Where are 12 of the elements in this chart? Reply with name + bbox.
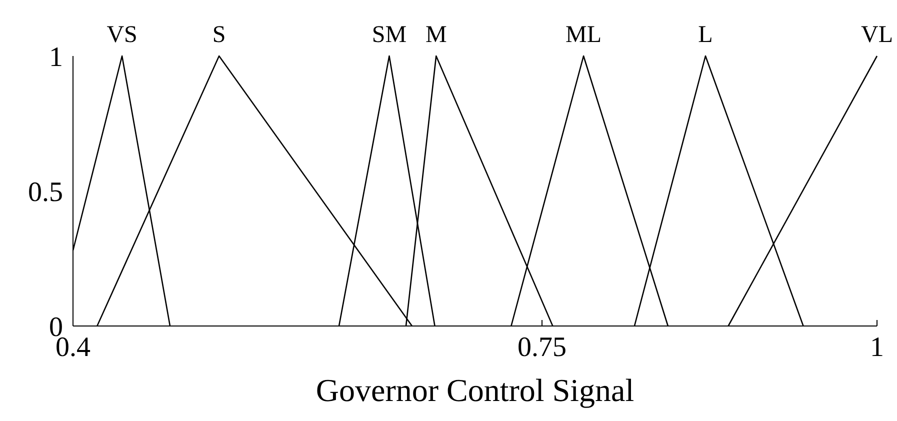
x-axis-title: Governor Control Signal xyxy=(316,372,634,408)
x-tick-label: 1 xyxy=(870,332,884,363)
series-label: M xyxy=(425,22,447,48)
series-label: SM xyxy=(372,22,407,48)
y-tick-label: 0.5 xyxy=(28,176,63,208)
series-label: VL xyxy=(861,22,893,48)
series-label: VS xyxy=(106,22,138,48)
y-tick-label: 1 xyxy=(49,42,63,73)
series-label: L xyxy=(698,22,713,48)
x-tick-label: 0.75 xyxy=(518,332,566,363)
series-label: S xyxy=(212,22,226,48)
series-label: ML xyxy=(566,22,602,48)
